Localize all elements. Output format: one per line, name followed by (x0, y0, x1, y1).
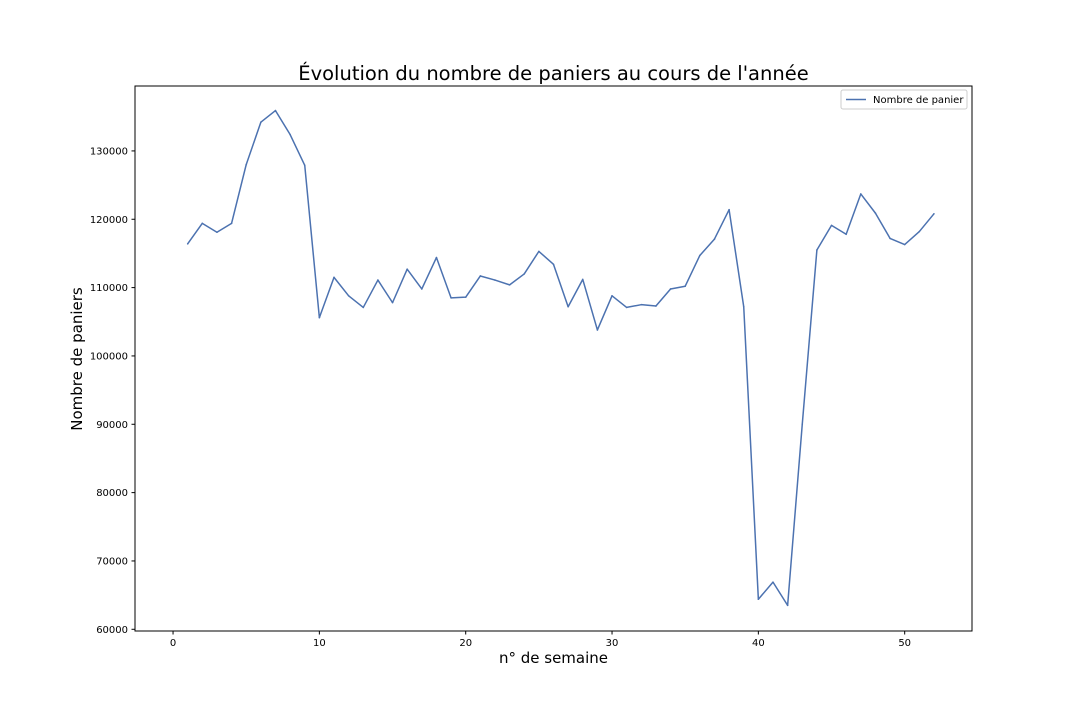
x-tick-label: 10 (313, 638, 326, 649)
data-point (274, 109, 277, 112)
x-axis-title: n° de semaine (499, 649, 608, 667)
data-point (347, 294, 350, 297)
x-axis-ticks: 0 10 20 30 40 50 (170, 631, 911, 649)
legend-label: Nombre de panier (873, 95, 964, 106)
y-tick-label: 110000 (90, 283, 128, 294)
legend: Nombre de panier (840, 89, 968, 110)
data-point (464, 296, 467, 298)
data-point (684, 285, 686, 288)
chart-title: Évolution du nombre de paniers au cours … (298, 62, 808, 85)
data-point (245, 163, 248, 166)
data-point (318, 316, 321, 319)
y-tick-label: 120000 (90, 215, 128, 226)
x-tick-label: 50 (898, 638, 911, 649)
data-point (845, 233, 847, 236)
y-tick-label: 80000 (96, 488, 128, 499)
x-tick-label: 20 (459, 638, 472, 649)
data-point (699, 254, 701, 257)
data-point (406, 268, 408, 270)
y-tick-label: 60000 (96, 625, 128, 636)
data-point (728, 208, 730, 211)
data-point (450, 297, 452, 299)
data-point (260, 121, 262, 124)
y-tick-label: 70000 (96, 556, 128, 567)
y-axis-ticks: 60000 70000 80000 90000 100000 110000 120000 13… (90, 146, 135, 636)
plot-frame (134, 85, 973, 632)
data-point (801, 423, 804, 426)
data-point (216, 231, 218, 234)
data-point (538, 250, 540, 253)
data-point (186, 243, 189, 245)
data-point (201, 222, 204, 225)
data-point (611, 294, 613, 297)
x-tick-label: 40 (752, 638, 765, 649)
data-point (933, 212, 935, 215)
data-point (479, 275, 482, 277)
y-tick-label: 100000 (90, 351, 128, 362)
data-point (435, 256, 438, 259)
data-point (889, 237, 891, 240)
data-point (816, 249, 818, 251)
data-point (552, 263, 555, 266)
data-point (494, 279, 496, 281)
data-point (596, 329, 599, 331)
y-tick-label: 130000 (90, 146, 128, 157)
data-point (830, 224, 833, 227)
legend-box (840, 89, 968, 110)
data-point (303, 164, 306, 167)
data-point (508, 284, 511, 286)
data-point (581, 278, 584, 281)
data-point (421, 288, 423, 290)
y-axis-title: Nombre de paniers (68, 287, 86, 431)
y-tick-label: 90000 (96, 420, 128, 431)
data-point (640, 303, 643, 306)
x-tick-label: 0 (170, 638, 176, 649)
data-point (523, 273, 526, 275)
data-point (903, 243, 906, 246)
data-point (391, 301, 394, 304)
data-point (918, 230, 921, 233)
data-point (669, 288, 672, 290)
data-point (874, 212, 877, 214)
data-point (625, 306, 628, 309)
data-point (786, 604, 789, 607)
data-point (713, 238, 716, 240)
data-point (362, 306, 365, 309)
data-point (333, 276, 335, 279)
data-point (289, 133, 291, 136)
data-point (772, 581, 774, 583)
data-point (377, 279, 379, 281)
data-point (742, 305, 745, 308)
series-line (187, 109, 935, 607)
data-point (859, 193, 862, 195)
data-point (757, 598, 760, 601)
data-point (230, 222, 233, 225)
data-point (655, 305, 657, 307)
series-layer (186, 109, 935, 607)
data-point (567, 305, 569, 308)
x-tick-label: 30 (606, 638, 619, 649)
